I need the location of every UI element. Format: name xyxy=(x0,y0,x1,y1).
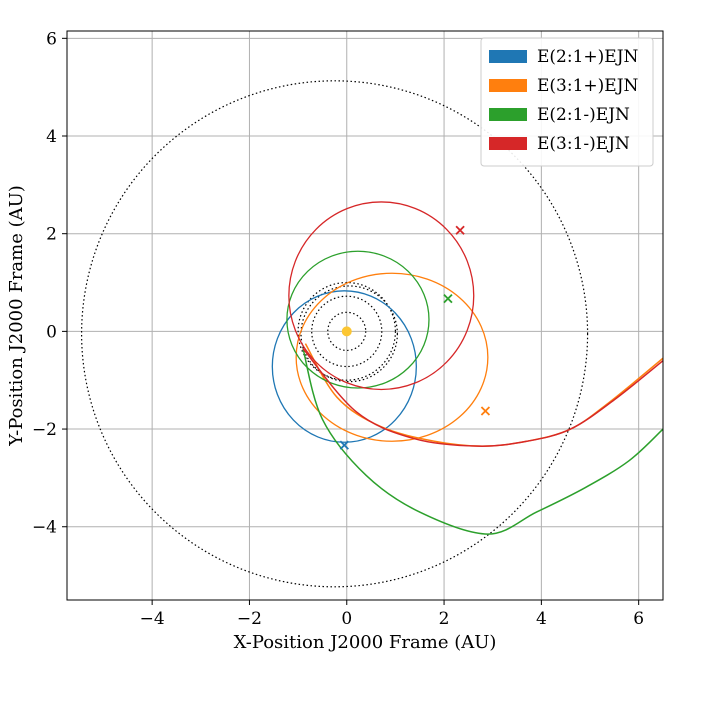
legend-label: E(3:1-)EJN xyxy=(537,134,630,154)
plot-frame xyxy=(66,30,664,601)
trajectory-e-3-1-ejn xyxy=(304,343,663,447)
marker-stroke xyxy=(443,294,453,304)
orbit-ellipse-e-3-1-ejn xyxy=(288,201,475,391)
legend-label: E(3:1+)EJN xyxy=(537,76,639,96)
legend: E(2:1+)EJN E(3:1+)EJN E(2:1-)EJN E(3:1-)EJN xyxy=(480,37,654,167)
legend-swatch xyxy=(489,79,527,92)
marker-e-3-1-ejn xyxy=(480,406,491,416)
trajectory-e-3-1-ejn xyxy=(302,347,663,447)
y-tick-label: 2 xyxy=(46,225,57,245)
sun-point xyxy=(341,326,352,337)
y-tick-label: 6 xyxy=(46,29,57,49)
ticks: −4 −2 0 2 4 6 −4 −2 0 2 4 6 xyxy=(32,29,644,629)
y-tick-label: −2 xyxy=(32,420,57,440)
orbit-jupiter xyxy=(80,80,589,588)
y-axis-label: Y-Position J2000 Frame (AU) xyxy=(6,185,27,447)
marker-stroke xyxy=(455,225,465,235)
legend-box xyxy=(480,37,654,167)
marker-stroke xyxy=(480,406,491,416)
legend-swatch xyxy=(489,137,527,150)
marker-stroke xyxy=(339,440,349,450)
orbit-mercury-like xyxy=(327,311,367,352)
markers xyxy=(339,225,491,450)
x-tick-label: −4 xyxy=(140,609,165,629)
y-tick-label: 0 xyxy=(46,322,57,342)
orbit-venus-like xyxy=(311,295,383,368)
x-tick-label: 4 xyxy=(536,609,547,629)
marker-e-2-1-ejn xyxy=(339,440,349,450)
legend-swatch xyxy=(489,108,527,121)
orbit-mars xyxy=(300,285,398,383)
orbit-ellipse-e-3-1-ejn xyxy=(295,272,489,442)
marker-e-3-1-ejn xyxy=(455,225,465,235)
legend-label: E(2:1+)EJN xyxy=(537,47,639,67)
legend-label: E(2:1-)EJN xyxy=(537,105,630,125)
x-axis-label: X-Position J2000 Frame (AU) xyxy=(234,632,497,653)
orbit-ellipse-e-2-1-ejn xyxy=(271,290,417,443)
legend-swatch xyxy=(489,50,527,63)
x-tick-label: 0 xyxy=(341,609,352,629)
series-group xyxy=(271,201,663,535)
orbit-ellipse-e-2-1-ejn xyxy=(286,250,430,389)
x-tick-label: 2 xyxy=(439,609,450,629)
x-tick-label: 6 xyxy=(633,609,644,629)
x-tick-label: −2 xyxy=(237,609,262,629)
y-tick-label: −4 xyxy=(32,518,57,538)
y-tick-label: 4 xyxy=(46,127,57,147)
trajectory-e-2-1-ejn xyxy=(302,348,663,535)
marker-e-2-1-ejn xyxy=(443,294,453,304)
